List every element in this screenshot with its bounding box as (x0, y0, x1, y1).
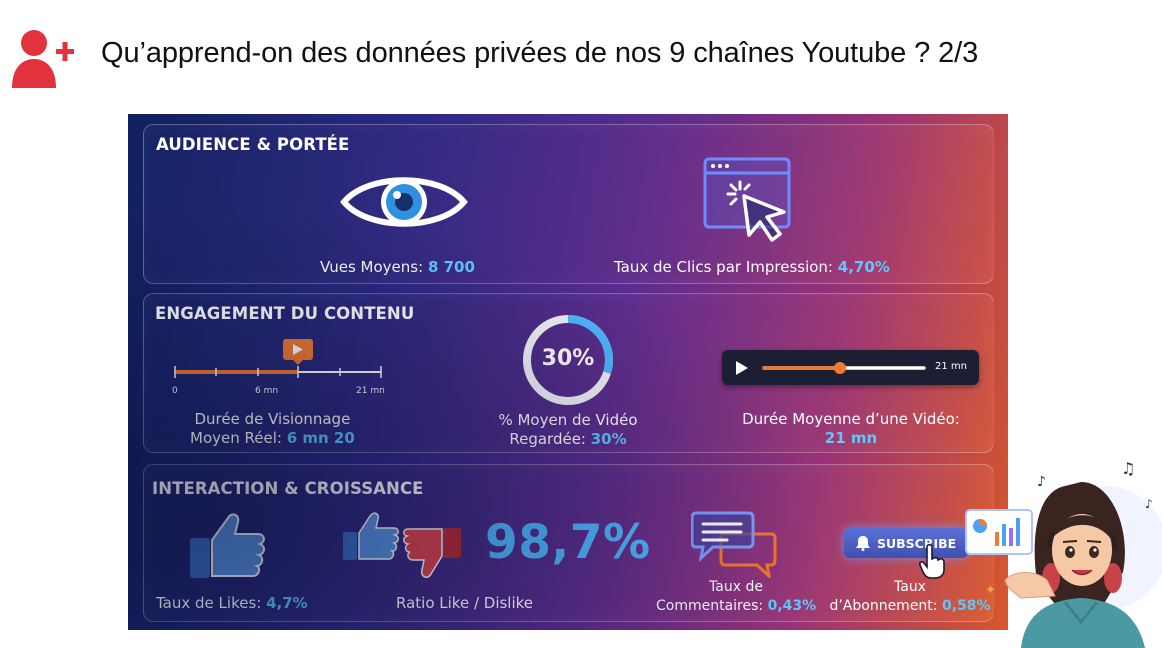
audience-panel-title: AUDIENCE & PORTÉE (156, 135, 350, 154)
subscribe-button[interactable]: SUBSCRIBE (844, 528, 968, 558)
subscribe-button-label: SUBSCRIBE (877, 536, 957, 551)
comments-rate-line1: Taux de (709, 579, 763, 595)
timeline-tick-21mn: 21 mn (356, 386, 385, 396)
likes-rate-stat: Taux de Likes: 4,7% (156, 594, 308, 613)
music-note-icon: ♪ (1037, 474, 1046, 490)
watch-time-line2: Moyen Réel: 6 mn 20 (190, 429, 355, 448)
progress-ring (523, 315, 613, 405)
percent-watched-value: 30% (590, 430, 627, 448)
ctr-label: Taux de Clics par Impression: (614, 258, 838, 276)
comments-rate-value: 0,43% (767, 598, 817, 614)
like-dislike-icon (343, 512, 461, 578)
likes-rate-label: Taux de Likes: (156, 594, 267, 612)
percent-watched-label: Regardée: (509, 430, 591, 448)
average-views-label: Vues Moyens: (320, 258, 428, 276)
seek-handle (834, 362, 846, 374)
comments-rate-stat: Taux de Commentaires: 0,43% (656, 578, 816, 616)
click-cursor-icon (703, 157, 791, 242)
percent-watched-line2: Regardée: 30% (492, 430, 644, 449)
subscription-rate-stat: Taux d’Abonnement: 0,58% (828, 578, 992, 616)
add-user-icon (12, 30, 74, 88)
ctr-value: 4,70% (837, 258, 890, 276)
likes-rate-value: 4,7% (266, 594, 308, 612)
subscription-rate-line2: d’Abonnement: 0,58% (828, 597, 992, 616)
video-player-bar[interactable]: 21 mn (722, 350, 979, 385)
youtube-stats-infographic: AUDIENCE & PORTÉE Vues Moyens: 8 700 Tau… (128, 114, 1008, 630)
comments-rate-label: Commentaires: (656, 598, 768, 614)
progress-ring-arc (523, 315, 613, 405)
watch-time-label-line1: Durée de Visionnage (194, 410, 351, 428)
comments-rate-line2: Commentaires: 0,43% (656, 597, 816, 616)
interaction-panel-title: INTERACTION & CROISSANCE (152, 479, 424, 498)
watch-timeline-graphic (174, 339, 382, 378)
watch-time-value: 6 mn 20 (286, 429, 355, 447)
subscription-rate-value: 0,58% (941, 598, 991, 614)
progress-ring-value: 30% (541, 346, 595, 371)
thumbs-up-icon (190, 513, 265, 578)
percent-watched-stat: % Moyen de Vidéo Regardée: 30% (492, 411, 644, 449)
timeline-tick-0: 0 (172, 386, 178, 396)
slide-header: Qu’apprend-on des données privées de nos… (0, 0, 1162, 100)
average-duration-label: Durée Moyenne d’une Vidéo: (742, 410, 960, 428)
subscription-rate-line1: Taux (894, 579, 926, 595)
ctr-stat: Taux de Clics par Impression: 4,70% (614, 258, 890, 277)
subscription-rate-label: d’Abonnement: (829, 598, 942, 614)
engagement-panel-title: ENGAGEMENT DU CONTENU (155, 304, 415, 323)
presenter-avatar-image: ♪ ♫ ♪ ✦ (965, 459, 1162, 648)
music-note-icon: ♫ (1121, 459, 1135, 478)
hand-cursor-icon (919, 544, 945, 579)
sparkle-icon: ✦ (985, 583, 996, 598)
play-icon[interactable] (735, 360, 749, 376)
average-views-value: 8 700 (427, 258, 475, 276)
page-title: Qu’apprend-on des données privées de nos… (101, 37, 979, 69)
eye-icon (340, 177, 468, 227)
like-dislike-ratio-value: 98,7% (485, 515, 651, 570)
average-views-stat: Vues Moyens: 8 700 (320, 258, 475, 277)
bell-icon (856, 536, 870, 551)
timeline-tick-6mn: 6 mn (255, 386, 279, 396)
mini-chart-card (965, 509, 1033, 555)
average-duration-value: 21 mn (824, 429, 878, 447)
percent-watched-line1: % Moyen de Vidéo (498, 411, 638, 429)
player-seek-bar[interactable] (762, 361, 926, 375)
player-time: 21 mn (935, 361, 967, 372)
comment-bubbles-icon (691, 511, 777, 578)
watch-time-label-line2: Moyen Réel: (190, 429, 287, 447)
like-dislike-ratio-label: Ratio Like / Dislike (396, 594, 534, 612)
average-duration-stat: Durée Moyenne d’une Vidéo: 21 mn (726, 410, 976, 448)
watch-time-stat: Durée de Visionnage Moyen Réel: 6 mn 20 (190, 410, 355, 448)
audience-panel (143, 124, 994, 284)
music-note-icon: ♪ (1145, 497, 1153, 511)
